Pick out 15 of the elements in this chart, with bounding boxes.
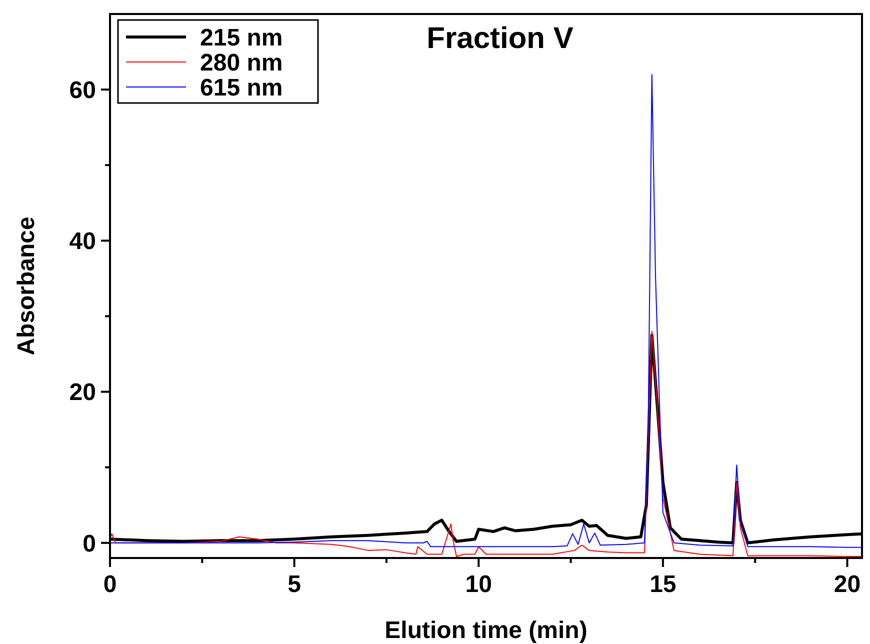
y-tick-label: 60 xyxy=(69,76,96,104)
legend-label: 615 nm xyxy=(200,74,283,102)
legend-label: 280 nm xyxy=(200,49,283,76)
y-tick-label: 40 xyxy=(69,228,96,256)
x-tick-label: 5 xyxy=(288,571,301,598)
chart-title: Fraction V xyxy=(426,22,574,55)
x-tick-label: 15 xyxy=(650,571,676,598)
y-tick-label: 0 xyxy=(82,530,96,558)
x-axis-title: Elution time (min) xyxy=(384,617,588,644)
x-tick-label: 20 xyxy=(834,571,861,598)
legend-label: 215 nm xyxy=(200,24,283,52)
y-tick-label: 20 xyxy=(69,379,96,406)
x-tick-label: 10 xyxy=(465,571,492,598)
x-tick-label: 0 xyxy=(103,571,117,598)
y-axis-title: Absorbance xyxy=(13,216,40,356)
